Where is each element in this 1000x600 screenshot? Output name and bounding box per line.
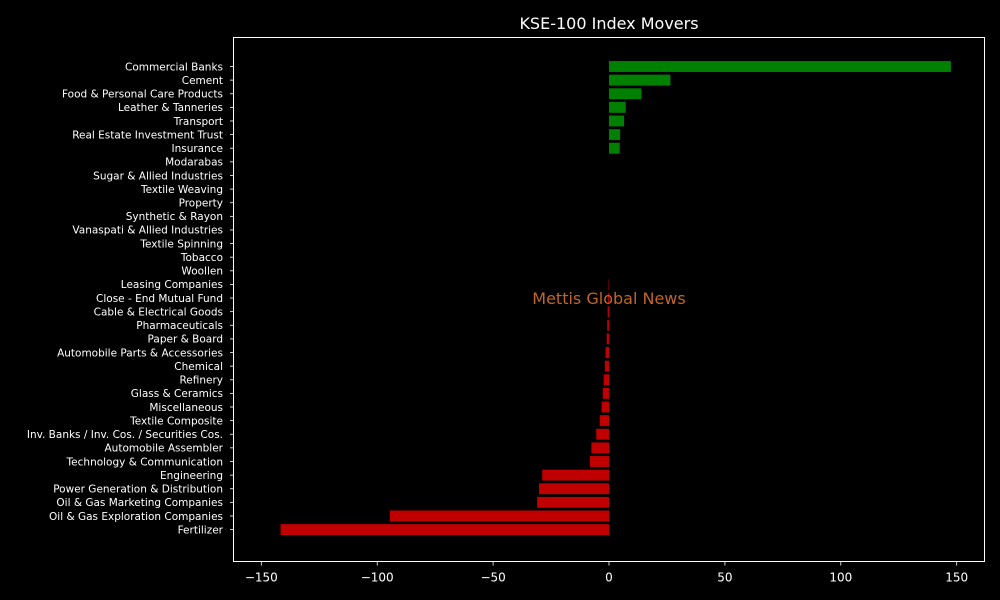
bar bbox=[609, 74, 671, 86]
category-label: Inv. Banks / Inv. Cos. / Securities Cos. bbox=[27, 429, 223, 441]
category-label: Leather & Tanneries bbox=[118, 102, 223, 114]
category-label: Textile Composite bbox=[129, 415, 223, 427]
category-label: Close - End Mutual Fund bbox=[96, 293, 223, 305]
category-label: Pharmaceuticals bbox=[136, 320, 223, 332]
category-label: Vanaspati & Allied Industries bbox=[72, 225, 223, 237]
category-label: Glass & Ceramics bbox=[131, 388, 223, 400]
category-labels: Commercial Banks Cement Food & Personal Ca… bbox=[27, 61, 234, 536]
category-label: Commercial Banks bbox=[125, 61, 223, 73]
category-label: Technology & Communication bbox=[66, 456, 223, 468]
category-label: Transport bbox=[173, 116, 223, 128]
bar bbox=[599, 415, 609, 427]
category-label: Leasing Companies bbox=[121, 279, 223, 291]
category-label: Paper & Board bbox=[148, 334, 223, 346]
bar bbox=[609, 129, 621, 141]
bar bbox=[609, 88, 642, 100]
category-label: Automobile Parts & Accessories bbox=[57, 347, 223, 359]
bar bbox=[609, 115, 625, 127]
bar bbox=[602, 387, 609, 399]
x-tick-label: −50 bbox=[480, 571, 505, 585]
x-tick-label: 100 bbox=[829, 571, 852, 585]
category-label: Woollen bbox=[181, 266, 223, 278]
category-label: Tobacco bbox=[180, 252, 223, 264]
x-tick-label: 50 bbox=[717, 571, 732, 585]
category-label: Modarabas bbox=[165, 157, 223, 169]
bar bbox=[591, 442, 609, 454]
x-tick-label: 0 bbox=[605, 571, 613, 585]
category-label: Property bbox=[179, 198, 223, 210]
bar bbox=[542, 469, 609, 481]
bar bbox=[607, 306, 609, 318]
bar bbox=[609, 142, 620, 154]
bar bbox=[589, 456, 609, 467]
category-label: Oil & Gas Marketing Companies bbox=[56, 497, 223, 509]
bar bbox=[609, 61, 951, 72]
category-label: Cable & Electrical Goods bbox=[94, 306, 223, 318]
bar bbox=[606, 333, 609, 345]
category-label: Fertilizer bbox=[178, 524, 224, 536]
category-label: Insurance bbox=[171, 143, 223, 155]
bar bbox=[607, 319, 609, 331]
bar bbox=[537, 496, 609, 508]
bar bbox=[605, 347, 609, 358]
bar bbox=[604, 360, 609, 372]
x-tick-label: 150 bbox=[945, 571, 968, 585]
x-axis-ticks: −150 −100 −50 0 50 100 150 bbox=[245, 561, 968, 585]
category-label: Refinery bbox=[179, 375, 223, 387]
category-label: Engineering bbox=[160, 470, 223, 482]
watermark-text: Mettis Global News bbox=[532, 289, 685, 308]
bar bbox=[596, 428, 609, 440]
bar bbox=[608, 292, 609, 304]
x-tick-label: −150 bbox=[245, 571, 278, 585]
category-label: Textile Spinning bbox=[139, 238, 223, 250]
category-label: Food & Personal Care Products bbox=[62, 89, 223, 101]
bars-group bbox=[280, 61, 951, 536]
category-label: Synthetic & Rayon bbox=[126, 211, 223, 223]
bar bbox=[389, 510, 609, 522]
bar bbox=[601, 401, 609, 413]
bar bbox=[603, 374, 609, 386]
category-label: Automobile Assembler bbox=[105, 443, 224, 455]
x-tick-label: −100 bbox=[361, 571, 394, 585]
category-label: Power Generation & Distribution bbox=[53, 484, 223, 496]
bar bbox=[280, 524, 609, 536]
category-label: Oil & Gas Exploration Companies bbox=[49, 511, 223, 523]
bar bbox=[538, 483, 609, 495]
chart-title: KSE-100 Index Movers bbox=[519, 14, 698, 33]
category-label: Sugar & Allied Industries bbox=[93, 170, 223, 182]
bar bbox=[609, 101, 626, 113]
category-label: Real Estate Investment Trust bbox=[72, 129, 223, 141]
category-label: Textile Weaving bbox=[140, 184, 223, 196]
category-label: Cement bbox=[182, 75, 223, 87]
category-label: Chemical bbox=[174, 361, 223, 373]
category-label: Miscellaneous bbox=[149, 402, 223, 414]
